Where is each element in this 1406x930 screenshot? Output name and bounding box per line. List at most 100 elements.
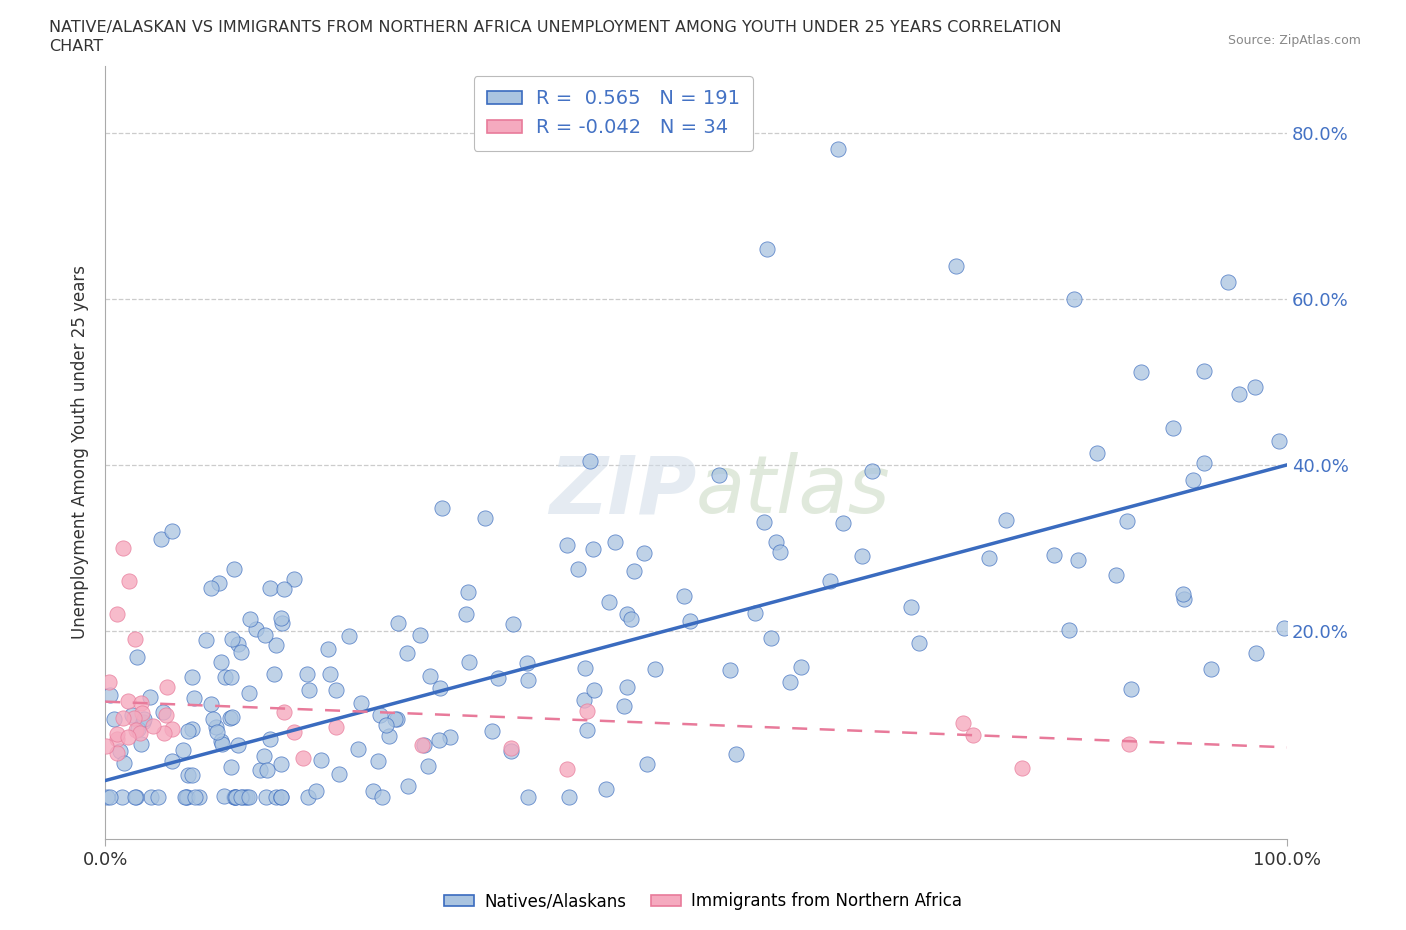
Point bbox=[125, 650, 148, 665]
Point bbox=[756, 242, 779, 257]
Point bbox=[208, 576, 231, 591]
Point bbox=[517, 790, 540, 804]
Point bbox=[219, 760, 242, 775]
Point bbox=[1057, 622, 1080, 637]
Point bbox=[396, 778, 419, 793]
Point bbox=[214, 789, 236, 804]
Point bbox=[297, 683, 319, 698]
Point bbox=[945, 259, 967, 273]
Point bbox=[1105, 567, 1128, 582]
Point bbox=[427, 732, 450, 747]
Point bbox=[224, 790, 246, 804]
Point bbox=[131, 737, 153, 751]
Point bbox=[239, 611, 262, 626]
Point bbox=[328, 766, 350, 781]
Point bbox=[603, 535, 626, 550]
Point bbox=[214, 669, 236, 684]
Point bbox=[105, 727, 128, 742]
Point bbox=[325, 720, 347, 735]
Point bbox=[900, 599, 922, 614]
Point bbox=[367, 753, 389, 768]
Point bbox=[636, 757, 658, 772]
Point bbox=[125, 722, 148, 737]
Point bbox=[555, 762, 578, 777]
Point bbox=[238, 790, 260, 804]
Text: atlas: atlas bbox=[696, 452, 891, 530]
Point bbox=[396, 645, 419, 660]
Point bbox=[256, 763, 278, 777]
Point bbox=[616, 606, 638, 621]
Legend: R =  0.565   N = 191, R = -0.042   N = 34: R = 0.565 N = 191, R = -0.042 N = 34 bbox=[474, 76, 754, 151]
Point bbox=[231, 790, 253, 804]
Point bbox=[98, 790, 121, 804]
Point bbox=[347, 741, 370, 756]
Point bbox=[375, 718, 398, 733]
Point bbox=[111, 790, 134, 804]
Point bbox=[325, 683, 347, 698]
Point bbox=[1011, 761, 1033, 776]
Point bbox=[832, 516, 855, 531]
Point bbox=[160, 524, 183, 538]
Text: ZIP: ZIP bbox=[548, 452, 696, 530]
Point bbox=[860, 463, 883, 478]
Point bbox=[297, 790, 319, 804]
Point bbox=[558, 790, 581, 804]
Point bbox=[962, 728, 984, 743]
Point bbox=[1063, 291, 1085, 306]
Point bbox=[517, 672, 540, 687]
Text: CHART: CHART bbox=[49, 39, 103, 54]
Point bbox=[1171, 586, 1194, 601]
Point bbox=[132, 711, 155, 726]
Point bbox=[502, 617, 524, 631]
Point bbox=[384, 711, 406, 726]
Point bbox=[995, 512, 1018, 527]
Point bbox=[177, 767, 200, 782]
Point bbox=[574, 692, 596, 707]
Point bbox=[759, 631, 782, 645]
Point bbox=[263, 667, 285, 682]
Point bbox=[111, 540, 134, 555]
Point bbox=[387, 712, 409, 727]
Point bbox=[1216, 274, 1239, 289]
Point bbox=[377, 729, 399, 744]
Point bbox=[139, 790, 162, 804]
Point bbox=[337, 629, 360, 644]
Point bbox=[270, 756, 292, 771]
Point bbox=[124, 790, 146, 804]
Point bbox=[176, 790, 198, 804]
Point bbox=[200, 697, 222, 711]
Point bbox=[132, 714, 155, 729]
Point bbox=[174, 790, 197, 804]
Point bbox=[1085, 445, 1108, 460]
Point bbox=[1043, 547, 1066, 562]
Point bbox=[350, 696, 373, 711]
Point bbox=[146, 790, 169, 804]
Point bbox=[139, 689, 162, 704]
Point bbox=[1268, 433, 1291, 448]
Point bbox=[752, 515, 775, 530]
Point bbox=[222, 790, 245, 804]
Point bbox=[516, 656, 538, 671]
Point bbox=[155, 680, 177, 695]
Point bbox=[779, 674, 801, 689]
Point bbox=[578, 454, 600, 469]
Point bbox=[304, 784, 326, 799]
Point bbox=[172, 743, 194, 758]
Point bbox=[259, 732, 281, 747]
Point bbox=[283, 724, 305, 739]
Point bbox=[409, 628, 432, 643]
Point bbox=[96, 790, 118, 804]
Point bbox=[1244, 379, 1267, 394]
Point bbox=[221, 631, 243, 646]
Point bbox=[769, 544, 792, 559]
Point bbox=[219, 711, 242, 725]
Point bbox=[273, 704, 295, 719]
Point bbox=[153, 725, 176, 740]
Point bbox=[117, 693, 139, 708]
Point bbox=[679, 613, 702, 628]
Point bbox=[118, 574, 141, 589]
Point bbox=[124, 790, 146, 804]
Point bbox=[270, 790, 292, 804]
Point bbox=[598, 595, 620, 610]
Point bbox=[952, 715, 974, 730]
